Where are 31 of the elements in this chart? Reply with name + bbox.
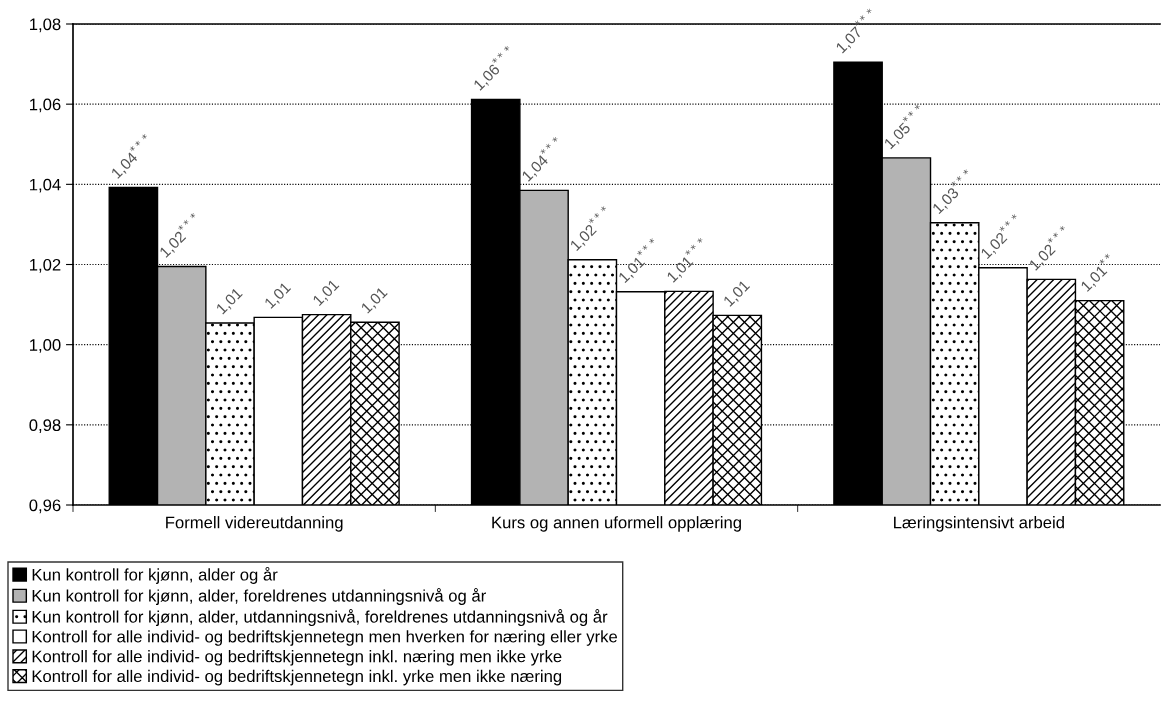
data-label: 1,07$^{***}$	[833, 7, 881, 55]
y-tick-label: 1,08	[30, 18, 61, 33]
data-label: 1,01$^{***}$	[615, 237, 663, 285]
legend-label: Kun kontroll for kjønn, alder og år	[32, 567, 278, 584]
y-tick-label: 1,02	[30, 258, 61, 273]
y-tick-label: 0,98	[29, 419, 61, 434]
data-label: 1,02$^{***}$	[978, 213, 1025, 261]
data-label: 1,01$^{**}$	[1077, 253, 1119, 294]
y-tick-label: 1,04	[30, 178, 61, 193]
legend-label: Kun kontroll for kjønn, alder, utdanningsnivå, foreldrenes utdanningsnivå og år	[32, 609, 608, 627]
data-label: 1,04$^{***}$	[108, 133, 156, 181]
data-label: 1,04$^{***}$	[519, 136, 567, 184]
legend-label: Kontroll for alle individ- og bedriftskjennetegn men hverken for næring eller yrke	[32, 630, 617, 646]
data-label: 1,02$^{***}$	[156, 212, 204, 260]
y-tick-label: 1,00	[30, 339, 61, 353]
x-tick-label: Læringsintensivt arbeid	[894, 516, 1064, 532]
data-label: 1,03$^{***}$	[929, 168, 977, 216]
data-label: 1,01$^{***}$	[664, 237, 711, 285]
y-tick-label: 1,06	[30, 98, 61, 113]
legend-label: Kontroll for alle individ- og bedriftskjennetegn inkl. yrke men ikke næring	[32, 669, 562, 686]
y-tick-label: 0,96	[29, 499, 61, 514]
data-label: 1,02$^{***}$	[567, 205, 615, 253]
legend-label: Kontroll for alle individ- og bedriftskjennetegn inkl. næring men ikke yrke	[32, 650, 562, 666]
data-label: 1,05$^{***}$	[881, 103, 929, 151]
data-label: 1,06$^{***}$	[470, 45, 518, 93]
x-tick-label: Kurs og annen uformell opplæring	[492, 516, 741, 532]
data-label: 1,01	[360, 286, 390, 315]
data-label: 1,01	[312, 278, 341, 308]
x-tick-label: Formell videreutdanning	[166, 516, 343, 532]
legend-label: Kun kontroll for kjønn, alder, foreldrenes utdanningsnivå og år	[32, 588, 486, 605]
data-label: 1,02$^{***}$	[1026, 225, 1074, 273]
